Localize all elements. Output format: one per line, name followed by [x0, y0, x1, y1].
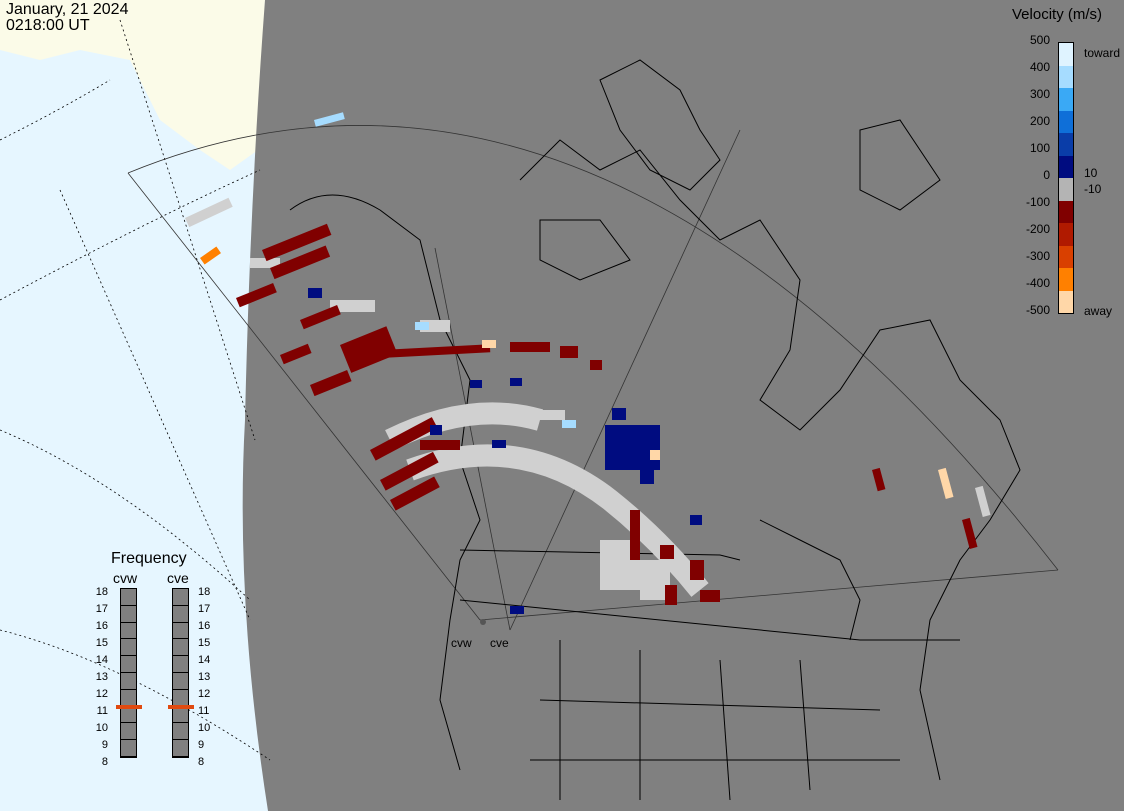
frequency-tick-cvw: 10	[95, 722, 108, 734]
frequency-tick-cve: 16	[198, 620, 211, 632]
velocity-high-toward-cells	[314, 112, 576, 428]
colorbar-segment	[1059, 223, 1073, 246]
frequency-radar-cve: cve	[167, 570, 189, 586]
colorbar-toward-label: toward	[1084, 46, 1121, 60]
colorbar-segment	[1059, 178, 1073, 201]
colorbar-tick-label: -200	[1025, 222, 1050, 236]
frequency-title: Frequency	[111, 550, 187, 567]
frequency-cell	[173, 589, 188, 606]
colorbar-tick-label: -100	[1025, 195, 1050, 209]
frequency-tick-cve: 14	[198, 654, 211, 666]
colorbar-tick-label: -300	[1025, 249, 1050, 263]
velocity-toward-cells	[308, 288, 702, 614]
colorbar-away-label: away	[1084, 304, 1113, 318]
colorbar-tick-label: 100	[1029, 141, 1050, 155]
frequency-cell	[173, 740, 188, 757]
frequency-tick-cvw: 13	[95, 671, 108, 683]
frequency-cell	[173, 606, 188, 623]
colorbar-segment	[1059, 245, 1073, 268]
colorbar-segment	[1059, 65, 1073, 88]
frequency-radar-cvw: cvw	[113, 570, 138, 586]
frequency-cell	[121, 740, 136, 757]
colorbar-tick-label: -500	[1025, 303, 1050, 317]
velocity-high-away-cells	[199, 246, 954, 499]
frequency-scale-cvw	[120, 588, 137, 758]
frequency-tick-cve: 13	[198, 671, 211, 683]
colorbar-segment	[1059, 43, 1073, 66]
colorbar-tick-label: -400	[1025, 276, 1050, 290]
frequency-cell	[121, 589, 136, 606]
frequency-tick-cvw: 16	[95, 620, 108, 632]
frequency-cell	[121, 656, 136, 673]
frequency-tick-cvw: 14	[95, 654, 108, 666]
frequency-cell	[173, 723, 188, 741]
frequency-marker-cve	[168, 705, 194, 709]
colorbar-segment	[1059, 110, 1073, 133]
frequency-cell	[121, 673, 136, 690]
velocity-away-cells	[236, 223, 978, 605]
frequency-tick-cve: 8	[198, 756, 205, 768]
night-region	[242, 0, 1124, 811]
radar-sites	[480, 619, 486, 625]
frequency-tick-cve: 15	[198, 637, 211, 649]
frequency-tick-cve: 11	[198, 705, 210, 717]
colorbar-tick-label: 500	[1029, 33, 1050, 47]
colorbar-segment	[1059, 200, 1073, 223]
frequency-cell	[173, 673, 188, 690]
frequency-tick-cve: 9	[198, 739, 205, 751]
frequency-cell	[173, 656, 188, 673]
map-date: January, 21 2024	[6, 1, 129, 18]
colorbar-segment	[1059, 88, 1073, 111]
frequency-cell	[121, 623, 136, 640]
colorbar-segment	[1059, 290, 1073, 313]
map-time: 0218:00 UT	[6, 17, 90, 34]
frequency-tick-cvw: 9	[101, 739, 108, 751]
frequency-tick-cvw: 12	[95, 688, 108, 700]
frequency-tick-cvw: 11	[96, 705, 108, 717]
frequency-tick-cve: 10	[198, 722, 211, 734]
radar-label-cvw: cvw	[451, 636, 472, 650]
frequency-tick-cve: 12	[198, 688, 211, 700]
frequency-tick-cvw: 18	[95, 586, 108, 598]
frequency-tick-cve: 17	[198, 603, 211, 615]
colorbar-neg-threshold: -10	[1084, 182, 1102, 196]
colorbar-title: Velocity (m/s)	[1012, 6, 1103, 23]
frequency-cell	[173, 623, 188, 640]
frequency-cell	[121, 606, 136, 623]
ground-scatter-cells	[185, 197, 991, 600]
colorbar-tick-label: 400	[1029, 60, 1050, 74]
frequency-cell	[173, 639, 188, 657]
radar-fov	[127, 125, 1059, 631]
velocity-colorbar	[1058, 42, 1074, 314]
colorbar-tick-label: 300	[1029, 87, 1050, 101]
daylit-land	[0, 0, 265, 170]
colorbar-segment	[1059, 133, 1073, 156]
colorbar-tick-label: 0	[1043, 168, 1050, 182]
frequency-scale-cve	[172, 588, 189, 758]
colorbar-pos-threshold: 10	[1084, 166, 1098, 180]
frequency-tick-cvw: 15	[95, 637, 108, 649]
frequency-cell	[173, 707, 188, 724]
frequency-tick-cvw: 17	[95, 603, 108, 615]
colorbar-tick-label: 200	[1029, 114, 1050, 128]
radar-label-cve: cve	[490, 636, 509, 650]
frequency-cell	[121, 723, 136, 741]
frequency-cell	[121, 707, 136, 724]
colorbar-segment	[1059, 155, 1073, 178]
frequency-cell	[121, 639, 136, 657]
frequency-tick-cve: 18	[198, 586, 211, 598]
frequency-tick-cvw: 8	[101, 756, 108, 768]
frequency-marker-cvw	[116, 705, 142, 709]
colorbar-segment	[1059, 268, 1073, 291]
